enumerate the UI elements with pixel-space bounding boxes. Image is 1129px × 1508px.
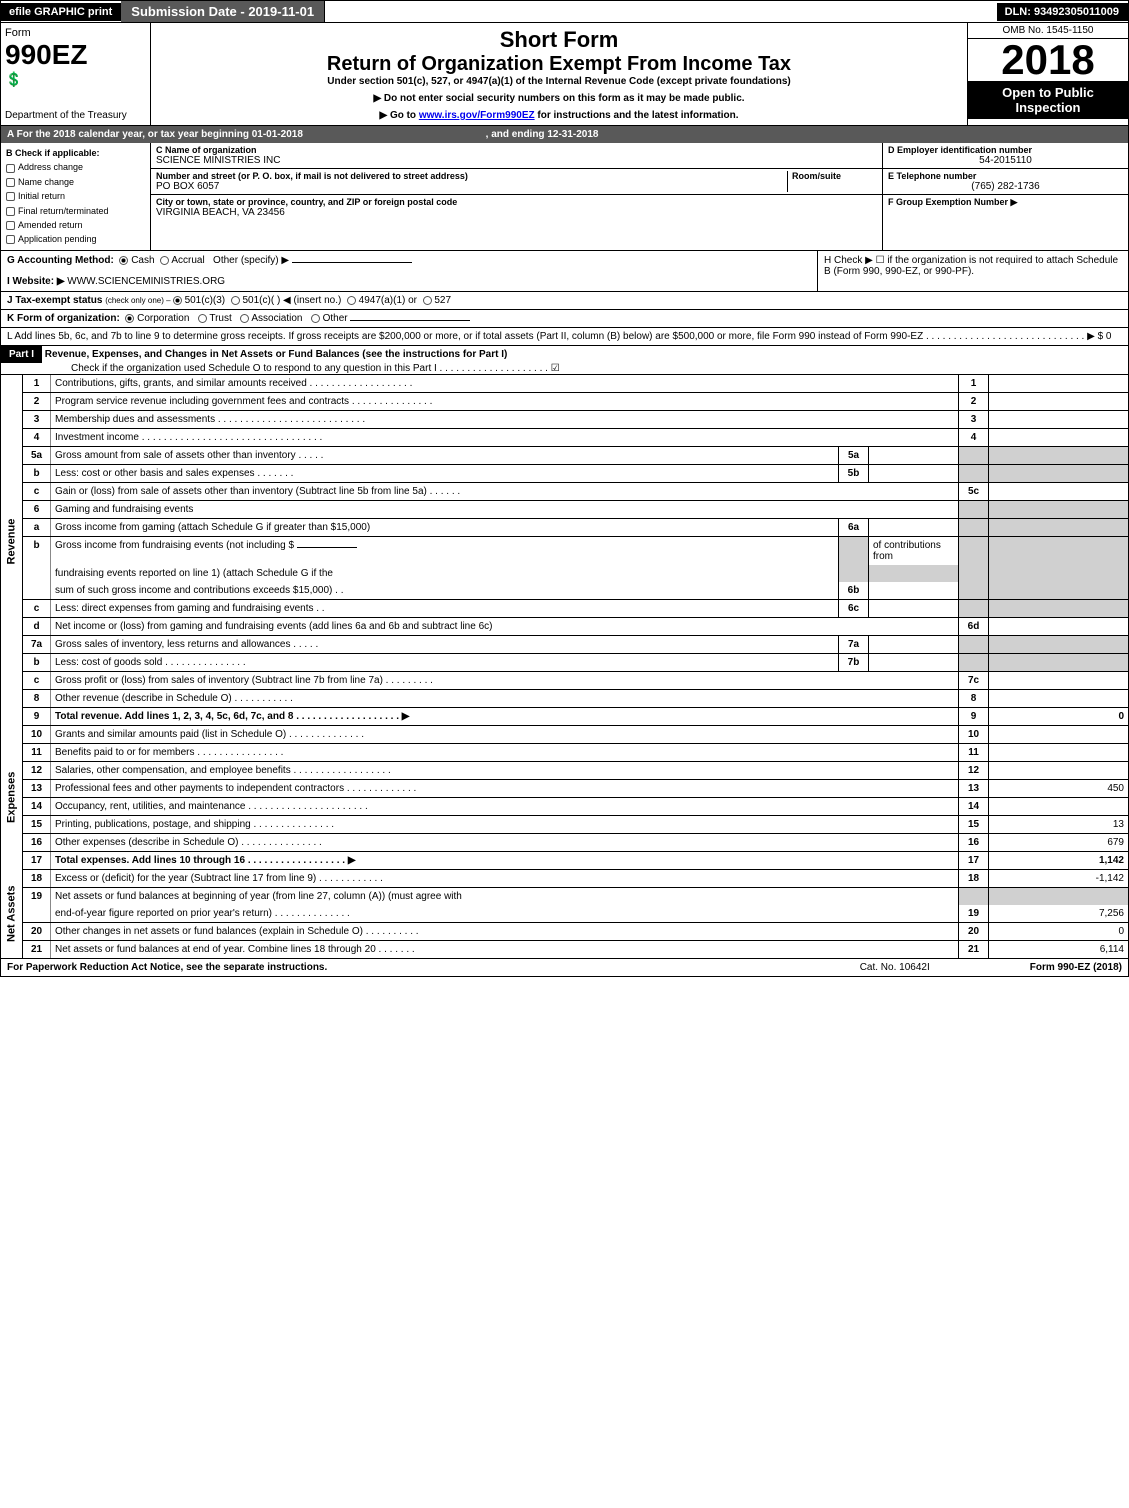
checkbox-name-change[interactable] — [6, 178, 15, 187]
group-exemption-label: F Group Exemption Number ▶ — [888, 197, 1123, 208]
dln-number: DLN: 93492305011009 — [997, 3, 1128, 21]
line-14: 14Occupancy, rent, utilities, and mainte… — [1, 797, 1129, 815]
radio-corporation[interactable] — [125, 314, 134, 323]
subtitle: Under section 501(c), 527, or 4947(a)(1)… — [159, 76, 959, 87]
line-13: 13Professional fees and other payments t… — [1, 779, 1129, 797]
line-5b: bLess: cost or other basis and sales exp… — [1, 464, 1129, 482]
form-version: Form 990-EZ (2018) — [1030, 962, 1122, 973]
line-6a: aGross income from gaming (attach Schedu… — [1, 518, 1129, 536]
line-6d: dNet income or (loss) from gaming and fu… — [1, 617, 1129, 635]
top-bar: efile GRAPHIC print Submission Date - 20… — [0, 0, 1129, 23]
part-1-tag: Part I — [1, 346, 42, 363]
line-1: Revenue 1Contributions, gifts, grants, a… — [1, 375, 1129, 393]
phone-value: (765) 282-1736 — [888, 181, 1123, 192]
tax-period-row: A For the 2018 calendar year, or tax yea… — [0, 126, 1129, 143]
line-20: 20Other changes in net assets or fund ba… — [1, 922, 1129, 940]
ein-label: D Employer identification number — [888, 145, 1123, 155]
ssn-warning: ▶ Do not enter social security numbers o… — [159, 93, 959, 104]
form-of-org-row: K Form of organization: Corporation Trus… — [0, 310, 1129, 328]
line-6c: cLess: direct expenses from gaming and f… — [1, 599, 1129, 617]
line-12: 12Salaries, other compensation, and empl… — [1, 761, 1129, 779]
radio-501c3[interactable] — [173, 296, 182, 305]
line-2: 2Program service revenue including gover… — [1, 392, 1129, 410]
radio-other-org[interactable] — [311, 314, 320, 323]
website-value: WWW.SCIENCEMINISTRIES.ORG — [67, 276, 225, 287]
tax-year: 2018 — [968, 39, 1128, 81]
checkbox-final-return[interactable] — [6, 207, 15, 216]
department-label: Department of the Treasury — [5, 110, 146, 121]
line-21: 21Net assets or fund balances at end of … — [1, 940, 1129, 958]
page-footer: For Paperwork Reduction Act Notice, see … — [0, 959, 1129, 977]
city-label: City or town, state or province, country… — [156, 197, 877, 207]
revenue-side-label: Revenue — [1, 375, 23, 708]
efile-label[interactable]: efile GRAPHIC print — [1, 3, 121, 21]
radio-527[interactable] — [423, 296, 432, 305]
form-number: 990EZ — [5, 39, 146, 71]
radio-accrual[interactable] — [160, 256, 169, 265]
accounting-website-row: G Accounting Method: Cash Accrual Other … — [0, 251, 1129, 292]
irs-link[interactable]: www.irs.gov/Form990EZ — [419, 110, 535, 121]
room-suite-label: Room/suite — [787, 171, 877, 192]
radio-trust[interactable] — [198, 314, 207, 323]
line-16: 16Other expenses (describe in Schedule O… — [1, 833, 1129, 851]
street-address: PO BOX 6057 — [156, 181, 787, 192]
checkbox-amended-return[interactable] — [6, 221, 15, 230]
line-3: 3Membership dues and assessments . . . .… — [1, 410, 1129, 428]
line-15: 15Printing, publications, postage, and s… — [1, 815, 1129, 833]
gross-receipts-row: L Add lines 5b, 6c, and 7b to line 9 to … — [0, 328, 1129, 346]
city-state-zip: VIRGINIA BEACH, VA 23456 — [156, 207, 877, 218]
radio-501c[interactable] — [231, 296, 240, 305]
ein-value: 54-2015110 — [888, 155, 1123, 166]
catalog-number: Cat. No. 10642I — [860, 962, 930, 973]
line-11: 11Benefits paid to or for members . . . … — [1, 743, 1129, 761]
checkbox-initial-return[interactable] — [6, 192, 15, 201]
part-1-check: Check if the organization used Schedule … — [1, 363, 560, 374]
line-7c: cGross profit or (loss) from sales of in… — [1, 671, 1129, 689]
paperwork-notice: For Paperwork Reduction Act Notice, see … — [7, 962, 327, 973]
net-assets-side-label: Net Assets — [1, 869, 23, 958]
line-19b: end-of-year figure reported on prior yea… — [1, 905, 1129, 923]
line-6b-1: bGross income from fundraising events (n… — [1, 536, 1129, 565]
expenses-side-label: Expenses — [1, 725, 23, 869]
line-10: Expenses 10Grants and similar amounts pa… — [1, 725, 1129, 743]
radio-association[interactable] — [240, 314, 249, 323]
org-name: SCIENCE MINISTRIES INC — [156, 155, 877, 166]
radio-cash[interactable] — [119, 256, 128, 265]
line-5c: cGain or (loss) from sale of assets othe… — [1, 482, 1129, 500]
part-1-title: Revenue, Expenses, and Changes in Net As… — [45, 349, 508, 360]
form-word: Form — [5, 27, 146, 39]
section-b-checkboxes: B Check if applicable: Address change Na… — [1, 143, 151, 250]
section-h: H Check ▶ ☐ if the organization is not r… — [818, 251, 1128, 291]
line-5a: 5aGross amount from sale of assets other… — [1, 446, 1129, 464]
open-to-public: Open to Public Inspection — [968, 81, 1128, 119]
return-title: Return of Organization Exempt From Incom… — [159, 53, 959, 76]
line-17: 17Total expenses. Add lines 10 through 1… — [1, 851, 1129, 869]
line-4: 4Investment income . . . . . . . . . . .… — [1, 428, 1129, 446]
street-label: Number and street (or P. O. box, if mail… — [156, 171, 787, 181]
form-header: Form 990EZ 💲 Department of the Treasury … — [0, 23, 1129, 126]
part-1-table: Revenue 1Contributions, gifts, grants, a… — [0, 375, 1129, 959]
checkbox-application-pending[interactable] — [6, 235, 15, 244]
submission-date: Submission Date - 2019-11-01 — [121, 1, 325, 22]
line-9: 9Total revenue. Add lines 1, 2, 3, 4, 5c… — [1, 707, 1129, 725]
short-form-title: Short Form — [159, 27, 959, 53]
radio-4947[interactable] — [347, 296, 356, 305]
line-18: Net Assets 18Excess or (deficit) for the… — [1, 869, 1129, 887]
checkbox-address-change[interactable] — [6, 164, 15, 173]
goto-instructions: ▶ Go to www.irs.gov/Form990EZ for instru… — [159, 110, 959, 121]
phone-label: E Telephone number — [888, 171, 1123, 181]
org-name-label: C Name of organization — [156, 145, 877, 155]
tax-exempt-status-row: J Tax-exempt status (check only one) – 5… — [0, 292, 1129, 310]
org-info-grid: B Check if applicable: Address change Na… — [0, 143, 1129, 251]
part-1-header-row: Part I Revenue, Expenses, and Changes in… — [0, 346, 1129, 375]
line-7b: bLess: cost of goods sold . . . . . . . … — [1, 653, 1129, 671]
line-8: 8Other revenue (describe in Schedule O) … — [1, 689, 1129, 707]
line-7a: 7aGross sales of inventory, less returns… — [1, 635, 1129, 653]
line-19a: 19Net assets or fund balances at beginni… — [1, 887, 1129, 905]
line-6: 6Gaming and fundraising events — [1, 500, 1129, 518]
